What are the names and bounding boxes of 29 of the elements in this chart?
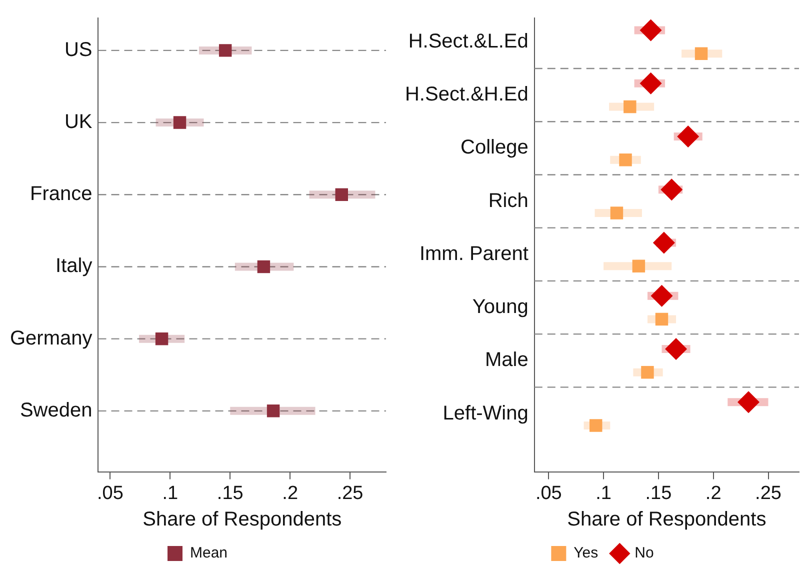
x-tick-label: .2 xyxy=(705,482,722,504)
y-tick-label: Young xyxy=(472,296,528,318)
x-tick-label: .1 xyxy=(162,482,178,504)
x-tick-label: .1 xyxy=(596,482,612,504)
x-tick-label: .25 xyxy=(336,482,364,504)
y-tick-label: Left-Wing xyxy=(442,402,528,424)
y-tick-label: Sweden xyxy=(20,399,92,422)
y-tick-label: US xyxy=(64,38,92,61)
x-tick-label: .05 xyxy=(535,482,562,504)
y-tick-label: France xyxy=(30,183,92,206)
y-tick-label: Germany xyxy=(10,327,92,350)
x-tick-label: .05 xyxy=(97,482,124,504)
legend-label: No xyxy=(634,544,654,562)
y-tick-label: Male xyxy=(485,349,528,372)
x-axis-title: Share of Respondents xyxy=(567,508,766,531)
y-tick-label: Imm. Parent xyxy=(419,242,529,265)
x-axis-title: Share of Respondents xyxy=(142,508,342,531)
x-tick-label: .2 xyxy=(282,482,298,504)
x-tick-label: .15 xyxy=(645,482,672,504)
y-tick-label: College xyxy=(460,136,528,159)
y-tick-label: Italy xyxy=(56,255,92,278)
legend-label: Yes xyxy=(574,544,598,562)
x-tick-label: .25 xyxy=(755,482,782,504)
y-tick-label: Rich xyxy=(488,190,528,212)
y-tick-label: UK xyxy=(64,111,93,134)
y-tick-label: H.Sect.&H.Ed xyxy=(404,84,528,106)
legend-label: Mean xyxy=(190,544,228,562)
y-tick-label: H.Sect.&L.Ed xyxy=(408,30,528,52)
x-tick-label: .15 xyxy=(216,482,244,504)
